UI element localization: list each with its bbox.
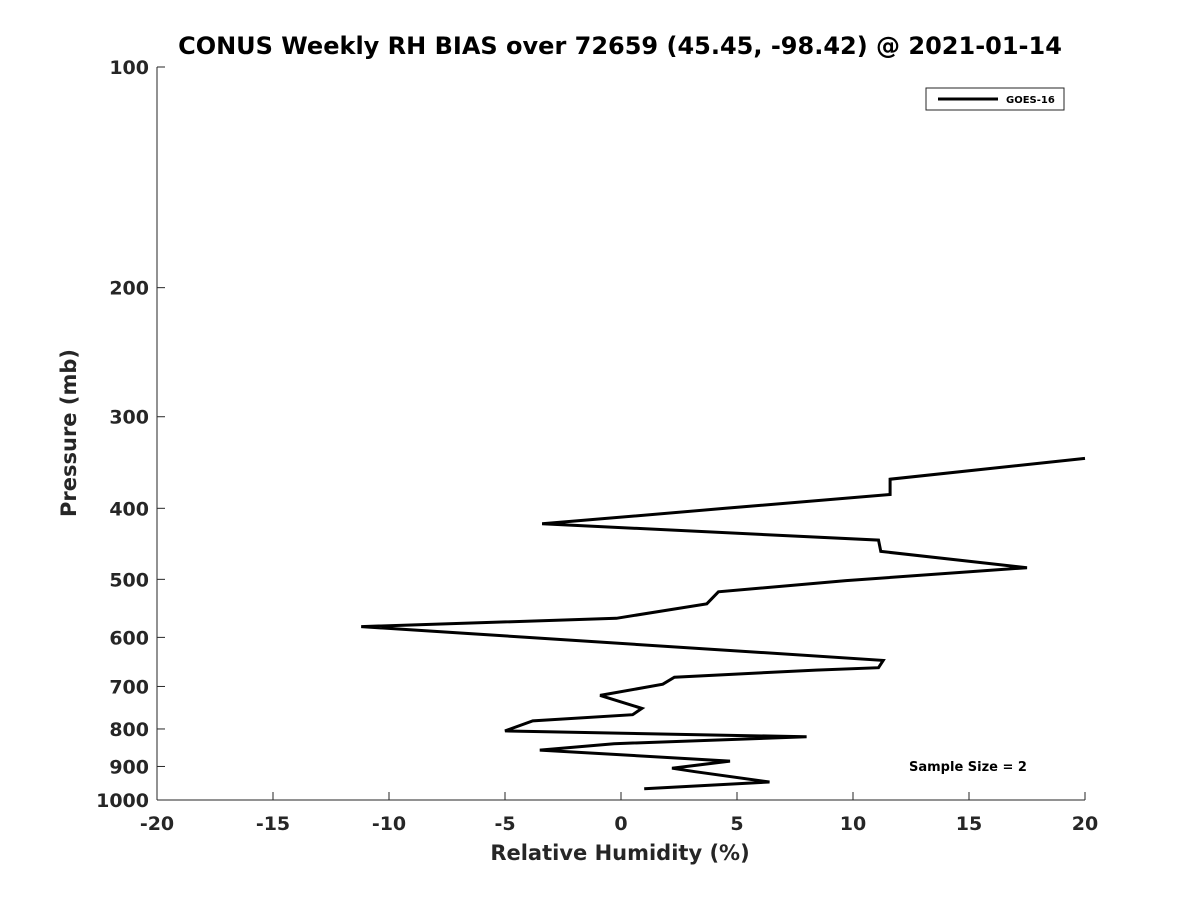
x-tick-label: 15 [956, 813, 982, 835]
x-tick-label: -15 [256, 813, 290, 835]
y-tick-label: 100 [109, 57, 149, 79]
legend-label: GOES-16 [1006, 95, 1055, 106]
sample-size-annotation: Sample Size = 2 [909, 760, 1027, 775]
x-axis-label: Relative Humidity (%) [490, 841, 749, 865]
x-tick-label: 5 [730, 813, 743, 835]
y-tick-label: 900 [109, 756, 149, 778]
x-tick-label: -20 [140, 813, 174, 835]
axes: -20 -15 -10 -5 0 5 10 15 20 100 200 300 400 500 600 700… [96, 57, 1098, 835]
chart-title: CONUS Weekly RH BIAS over 72659 (45.45, … [178, 32, 1062, 60]
y-tick-label: 400 [109, 498, 149, 520]
y-tick-label: 600 [109, 627, 149, 649]
y-tick-label: 500 [109, 569, 149, 591]
x-tick-label: 20 [1072, 813, 1098, 835]
x-tick-label: 10 [840, 813, 866, 835]
legend: GOES-16 [925, 87, 1065, 111]
plot-area [361, 456, 1086, 791]
x-tick-label: 0 [614, 813, 627, 835]
x-tick-label: -5 [494, 813, 515, 835]
series-line-0 [361, 456, 1086, 791]
y-axis-label: Pressure (mb) [57, 349, 81, 517]
y-tick-label: 300 [109, 407, 149, 429]
y-tick-label: 200 [109, 278, 149, 300]
y-tick-label: 700 [109, 676, 149, 698]
y-tick-label: 1000 [96, 790, 149, 812]
x-tick-label: -10 [372, 813, 406, 835]
y-tick-label: 800 [109, 719, 149, 741]
